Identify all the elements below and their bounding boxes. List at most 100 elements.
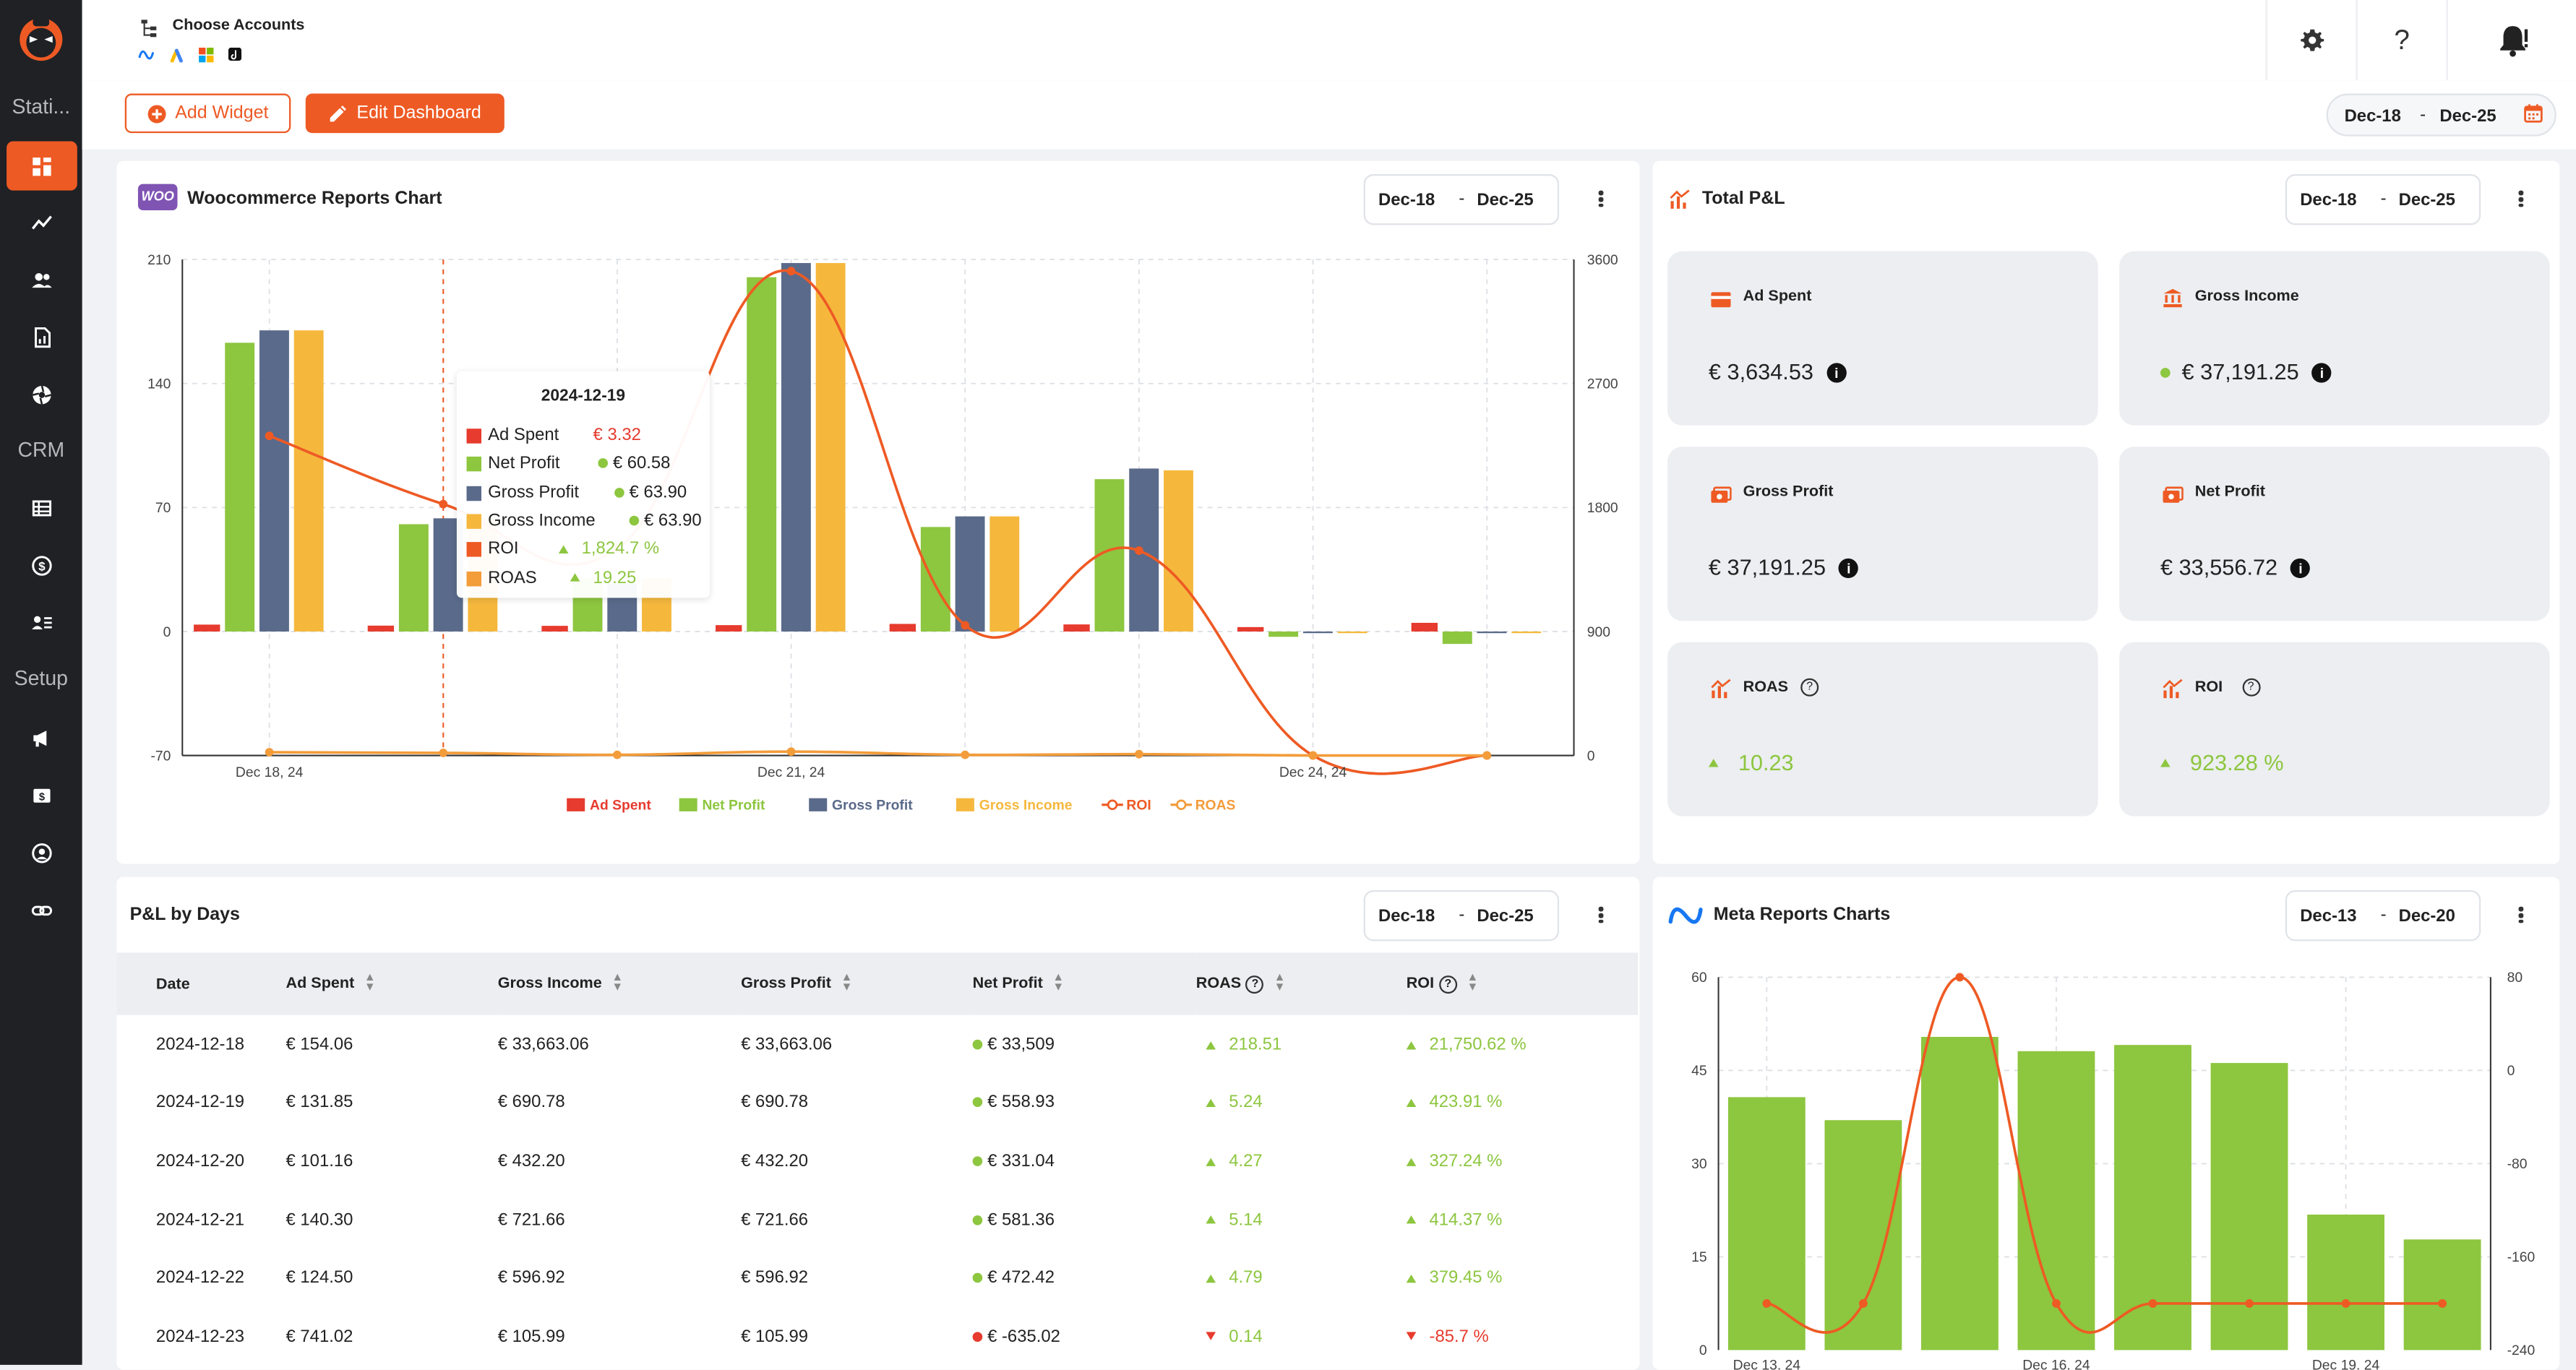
legend-item[interactable]: Net Profit [679,798,765,814]
point-roi[interactable] [439,499,448,509]
point[interactable] [2148,1298,2158,1308]
table-row[interactable]: 2024-12-18 € 154.06 € 33,663.06 € 33,663.06… [116,1015,1638,1074]
point[interactable] [2341,1298,2350,1308]
table-row[interactable]: 2024-12-19 € 131.85 € 690.78 € 690.78 € 558.… [116,1074,1638,1132]
woo-more-menu[interactable] [1598,189,1605,210]
point[interactable] [1858,1298,1868,1308]
meta-more-menu[interactable] [2518,905,2525,926]
col-gross-income[interactable]: Gross Income ▲ ▼ [498,952,741,1014]
bar-ad-spent[interactable] [1237,626,1264,632]
meta-date-range[interactable]: Dec-13 - Dec-20 [2285,889,2481,942]
bar-ad-spent[interactable] [889,624,916,632]
sidebar-item-reports[interactable] [7,312,77,361]
point-roi[interactable] [786,267,796,276]
bar[interactable] [2403,1239,2481,1350]
bar-gross-income[interactable] [1337,631,1368,634]
bar-ad-spent[interactable] [716,625,742,632]
app-logo[interactable] [14,12,67,64]
sidebar-item-account[interactable] [7,828,77,877]
info-icon[interactable]: i [2291,557,2311,577]
global-date-range[interactable]: Dec-18 - Dec-25 [2326,93,2556,137]
info-icon[interactable]: i [1826,362,1847,382]
sidebar-item-campaigns[interactable] [7,712,77,762]
point-roas[interactable] [613,750,622,759]
col-roi[interactable]: ROI ? ▲ ▼ [1407,952,1638,1014]
col-net-profit[interactable]: Net Profit ▲ ▼ [973,952,1196,1014]
col-gross-profit[interactable]: Gross Profit ▲ ▼ [741,952,972,1014]
bar-net-profit[interactable] [1442,631,1472,645]
bar-gross-profit[interactable] [259,330,289,632]
table-row[interactable]: 2024-12-21 € 140.30 € 721.66 € 721.66 € 581.… [116,1190,1638,1249]
sidebar-item-money[interactable]: $ [7,770,77,819]
info-icon[interactable]: i [2311,362,2332,382]
choose-accounts-button[interactable]: Choose Accounts [172,16,305,35]
bar-net-profit[interactable] [747,277,777,632]
calendar-icon[interactable] [2523,103,2543,128]
point-roas[interactable] [1134,749,1143,759]
settings-button[interactable] [2265,0,2356,81]
pl-more-menu[interactable] [2518,189,2525,210]
bar[interactable] [2307,1214,2384,1350]
sort-icon[interactable]: ▲ ▼ [1274,972,1286,994]
legend-item[interactable]: ROI [1102,798,1151,814]
bar-gross-income[interactable] [815,263,846,632]
sidebar-item-billing[interactable]: $ [7,540,77,590]
sort-icon[interactable]: ▲ ▼ [611,972,624,994]
table-row[interactable]: 2024-12-23 € 741.02 € 105.99 € 105.99 € -635… [116,1307,1638,1366]
sidebar-item-aperture[interactable] [7,369,77,418]
point[interactable] [1762,1298,1772,1308]
bar[interactable] [1727,1097,1806,1350]
point[interactable] [2245,1298,2254,1308]
bar-ad-spent[interactable] [1411,622,1438,632]
bar-ad-spent[interactable] [194,624,220,632]
bar[interactable] [1824,1120,1902,1350]
point-roas[interactable] [961,750,970,759]
bar-ad-spent[interactable] [541,626,568,632]
point-roi[interactable] [1134,546,1143,555]
bar-gross-income[interactable] [293,330,324,632]
edit-dashboard-button[interactable]: Edit Dashboard [305,93,505,134]
sidebar-item-dashboard[interactable] [7,141,77,191]
bar[interactable] [1920,1036,1998,1350]
bar-gross-income[interactable] [1511,631,1542,634]
point[interactable] [2052,1298,2061,1308]
sort-icon[interactable]: ▲ ▼ [841,972,853,994]
bar-gross-income[interactable] [989,516,1020,632]
sidebar-item-users[interactable] [7,254,77,303]
bar-net-profit[interactable] [398,524,429,632]
point[interactable] [1955,973,1965,982]
days-date-range[interactable]: Dec-18 - Dec-25 [1363,889,1560,942]
help-icon[interactable]: ? [1800,678,1819,697]
notifications-button[interactable] [2446,0,2576,81]
legend-item[interactable]: Gross Profit [809,798,913,814]
point-roas[interactable] [786,747,796,757]
help-icon[interactable]: ? [1245,975,1264,994]
sidebar-item-table[interactable] [7,483,77,532]
pl-date-range[interactable]: Dec-18 - Dec-25 [2285,173,2481,225]
bar-gross-profit[interactable] [1302,631,1333,634]
sort-icon[interactable]: ▲ ▼ [1052,972,1065,994]
table-row[interactable]: 2024-12-22 € 124.50 € 596.92 € 596.92 € 472.… [116,1249,1638,1307]
sort-icon[interactable]: ▲ ▼ [364,972,376,994]
sidebar-item-trends[interactable] [7,197,77,246]
bar-gross-profit[interactable] [1477,631,1507,634]
bar-net-profit[interactable] [225,342,255,632]
point-roas[interactable] [1308,751,1318,760]
bar-net-profit[interactable] [920,527,950,632]
point-roas[interactable] [439,748,448,757]
bar-gross-income[interactable] [1163,470,1193,632]
help-button[interactable]: ? [2356,0,2446,81]
help-icon[interactable]: ? [2241,678,2260,697]
days-more-menu[interactable] [1598,905,1605,926]
legend-item[interactable]: ROAS [1170,798,1236,814]
bar-gross-profit[interactable] [781,263,811,632]
col-ad-spent[interactable]: Ad Spent ▲ ▼ [286,952,498,1014]
legend-item[interactable]: Ad Spent [567,798,651,814]
woo-date-range[interactable]: Dec-18 - Dec-25 [1363,173,1560,225]
point-roi[interactable] [265,431,274,441]
bar-ad-spent[interactable] [1063,624,1090,632]
info-icon[interactable]: i [1839,557,1859,577]
bar-gross-profit[interactable] [955,516,985,632]
col-roas[interactable]: ROAS ? ▲ ▼ [1196,952,1407,1014]
bar-net-profit[interactable] [1268,631,1299,637]
